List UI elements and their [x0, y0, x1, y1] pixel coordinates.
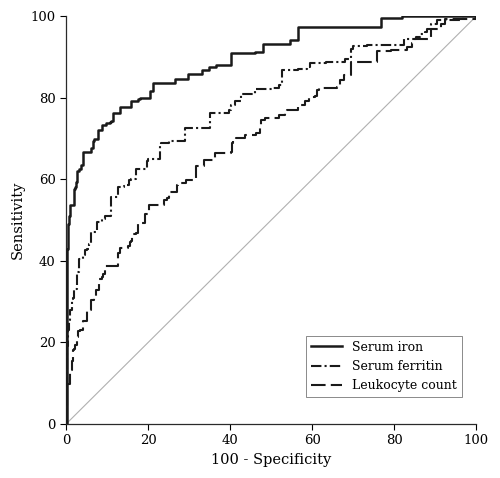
Line: Serum ferritin: Serum ferritin: [66, 16, 476, 424]
Serum ferritin: [322, 61, 328, 66]
Serum ferritin: [169, 138, 175, 143]
Serum ferritin: [73, 286, 79, 292]
Serum iron: [81, 149, 87, 155]
Leukocyte count: [92, 293, 98, 299]
Leukocyte count: [63, 421, 69, 427]
Serum iron: [90, 145, 96, 151]
Serum iron: [399, 13, 405, 19]
X-axis label: 100 - Specificity: 100 - Specificity: [211, 453, 332, 467]
Serum iron: [120, 104, 126, 110]
Serum ferritin: [93, 229, 99, 235]
Leukocyte count: [276, 112, 282, 118]
Serum ferritin: [314, 61, 320, 66]
Line: Leukocyte count: Leukocyte count: [66, 16, 476, 424]
Leukocyte count: [70, 367, 75, 373]
Serum iron: [268, 41, 274, 47]
Leukocyte count: [280, 112, 285, 118]
Serum iron: [474, 13, 480, 19]
Serum iron: [128, 98, 134, 104]
Leukocyte count: [352, 59, 358, 65]
Serum iron: [63, 421, 69, 427]
Y-axis label: Sensitivity: Sensitivity: [11, 181, 25, 259]
Leukocyte count: [131, 231, 137, 237]
Line: Serum iron: Serum iron: [66, 16, 476, 424]
Serum ferritin: [63, 421, 69, 427]
Serum iron: [82, 149, 87, 155]
Legend: Serum iron, Serum ferritin, Leukocyte count: Serum iron, Serum ferritin, Leukocyte co…: [306, 336, 462, 397]
Serum ferritin: [460, 13, 466, 19]
Serum ferritin: [209, 110, 215, 116]
Leukocyte count: [474, 13, 480, 19]
Serum ferritin: [474, 13, 480, 19]
